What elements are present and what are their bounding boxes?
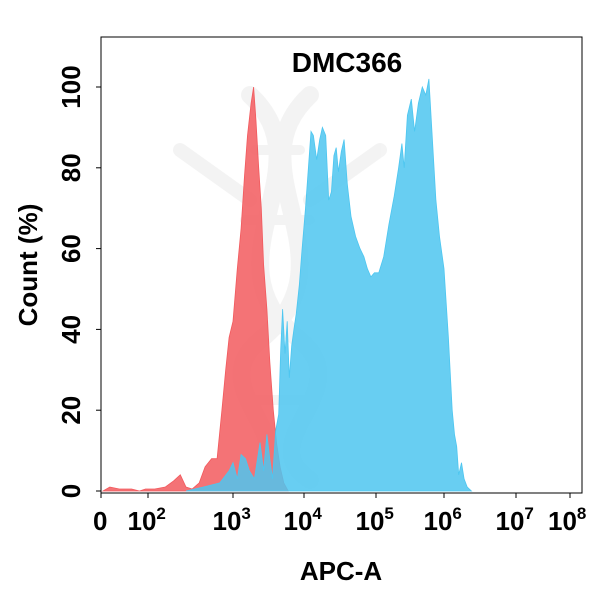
x-tick-label: 106 (424, 504, 462, 536)
y-tick-label: 0 (56, 484, 86, 498)
plot-frame (100, 36, 583, 494)
y-tick-label: 40 (56, 315, 86, 344)
series-area-2 (185, 78, 473, 492)
y-tick-label: 100 (56, 65, 86, 108)
x-tick-label: 103 (213, 504, 251, 536)
x-tick-label: 0 (93, 506, 107, 536)
x-axis-label: APC-A (300, 556, 383, 586)
y-tick-label: 80 (56, 153, 86, 182)
x-tick-label: 108 (548, 504, 586, 536)
y-tick-label: 20 (56, 396, 86, 425)
x-tick-label: 102 (128, 504, 166, 536)
y-axis: 0 20 40 60 80 100 (56, 65, 101, 498)
y-tick-label: 60 (56, 234, 86, 263)
y-axis-label: Count (%) (13, 204, 43, 327)
x-tick-label: 107 (496, 504, 534, 536)
x-tick-label: 105 (356, 504, 394, 536)
x-axis: 0 102 103 104 105 106 107 108 (93, 493, 586, 536)
x-tick-label: 104 (284, 504, 323, 536)
chart-title: DMC366 (292, 47, 402, 78)
series-area-1 (101, 86, 289, 492)
series-layer (101, 78, 473, 492)
